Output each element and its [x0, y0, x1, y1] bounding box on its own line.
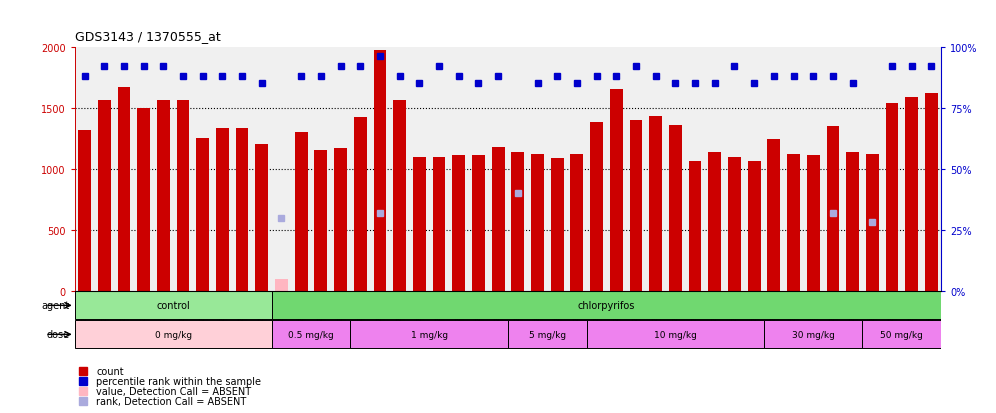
Text: control: control	[156, 301, 190, 311]
Bar	[157, 101, 169, 291]
Bar	[669, 126, 681, 291]
Bar	[413, 157, 425, 291]
Bar	[374, 51, 386, 291]
Bar	[531, 155, 544, 291]
Bar	[354, 118, 367, 291]
Bar	[885, 104, 898, 291]
Bar	[216, 128, 229, 291]
Bar	[137, 109, 150, 291]
Bar	[98, 101, 111, 291]
Bar	[511, 152, 524, 291]
Text: 5 mg/kg: 5 mg/kg	[529, 330, 566, 339]
Bar	[610, 90, 622, 291]
Bar	[176, 101, 189, 291]
Bar	[75, 320, 272, 349]
Bar	[551, 158, 564, 291]
Bar	[118, 88, 130, 291]
Text: 1 mg/kg: 1 mg/kg	[410, 330, 448, 339]
Bar	[335, 149, 347, 291]
Bar	[236, 129, 248, 291]
Bar	[863, 320, 941, 349]
Bar	[295, 133, 308, 291]
Bar	[472, 156, 485, 291]
Text: dose: dose	[47, 330, 70, 339]
Bar	[925, 94, 938, 291]
Text: percentile rank within the sample: percentile rank within the sample	[97, 376, 261, 386]
Text: 0.5 mg/kg: 0.5 mg/kg	[288, 330, 334, 339]
Text: agent: agent	[42, 301, 70, 311]
Bar	[351, 320, 508, 349]
Bar	[905, 97, 918, 291]
Bar	[649, 117, 662, 291]
Text: rank, Detection Call = ABSENT: rank, Detection Call = ABSENT	[97, 396, 247, 406]
Bar	[492, 147, 505, 291]
Bar	[272, 292, 941, 320]
Bar	[591, 123, 603, 291]
Text: count: count	[97, 366, 124, 376]
Bar	[866, 155, 878, 291]
Text: 10 mg/kg: 10 mg/kg	[654, 330, 697, 339]
Bar	[275, 279, 288, 291]
Bar	[75, 292, 272, 320]
Text: value, Detection Call = ABSENT: value, Detection Call = ABSENT	[97, 386, 251, 396]
Bar	[452, 156, 465, 291]
Text: 0 mg/kg: 0 mg/kg	[154, 330, 192, 339]
Bar	[688, 162, 701, 291]
Bar	[764, 320, 863, 349]
Text: chlorpyrifos: chlorpyrifos	[578, 301, 635, 311]
Bar	[807, 156, 820, 291]
Bar	[768, 140, 780, 291]
Bar	[748, 162, 761, 291]
Text: 30 mg/kg: 30 mg/kg	[792, 330, 835, 339]
Bar	[708, 152, 721, 291]
Bar	[728, 157, 741, 291]
Bar	[847, 152, 859, 291]
Bar	[508, 320, 587, 349]
Bar	[629, 121, 642, 291]
Bar	[787, 155, 800, 291]
Bar	[432, 157, 445, 291]
Bar	[587, 320, 764, 349]
Bar	[196, 139, 209, 291]
Text: 50 mg/kg: 50 mg/kg	[880, 330, 923, 339]
Bar	[255, 145, 268, 291]
Bar	[571, 155, 584, 291]
Bar	[393, 101, 406, 291]
Text: GDS3143 / 1370555_at: GDS3143 / 1370555_at	[75, 31, 220, 43]
Bar	[827, 127, 840, 291]
Bar	[272, 320, 351, 349]
Bar	[315, 151, 328, 291]
Bar	[78, 131, 91, 291]
